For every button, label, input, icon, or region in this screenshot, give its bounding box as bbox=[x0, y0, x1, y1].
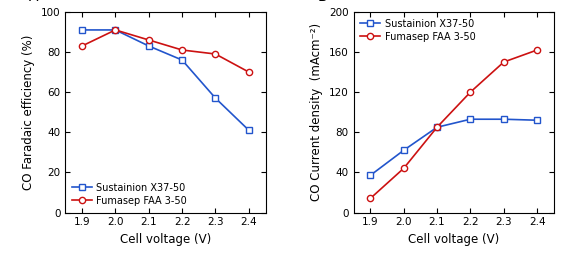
Sustainion X37-50 bbox=[467, 118, 474, 121]
Fumasep FAA 3-50 bbox=[467, 91, 474, 94]
Fumasep FAA 3-50 bbox=[179, 48, 186, 51]
Legend: Sustainion X37-50, Fumasep FAA 3-50: Sustainion X37-50, Fumasep FAA 3-50 bbox=[358, 17, 478, 44]
X-axis label: Cell voltage (V): Cell voltage (V) bbox=[120, 233, 211, 246]
Fumasep FAA 3-50 bbox=[212, 53, 219, 56]
Line: Sustainion X37-50: Sustainion X37-50 bbox=[79, 27, 252, 133]
Sustainion X37-50 bbox=[400, 149, 407, 152]
Fumasep FAA 3-50 bbox=[78, 44, 85, 48]
Legend: Sustainion X37-50, Fumasep FAA 3-50: Sustainion X37-50, Fumasep FAA 3-50 bbox=[70, 181, 189, 208]
Sustainion X37-50 bbox=[212, 97, 219, 100]
X-axis label: Cell voltage (V): Cell voltage (V) bbox=[408, 233, 499, 246]
Sustainion X37-50 bbox=[112, 28, 119, 31]
Y-axis label: CO Faradaic efficiency (%): CO Faradaic efficiency (%) bbox=[22, 35, 35, 190]
Fumasep FAA 3-50 bbox=[400, 167, 407, 170]
Line: Fumasep FAA 3-50: Fumasep FAA 3-50 bbox=[79, 27, 252, 75]
Text: A: A bbox=[30, 0, 39, 4]
Fumasep FAA 3-50 bbox=[112, 28, 119, 31]
Fumasep FAA 3-50 bbox=[433, 126, 440, 129]
Sustainion X37-50 bbox=[433, 126, 440, 129]
Sustainion X37-50 bbox=[78, 28, 85, 31]
Sustainion X37-50 bbox=[245, 129, 252, 132]
Sustainion X37-50 bbox=[179, 58, 186, 62]
Fumasep FAA 3-50 bbox=[534, 48, 541, 51]
Fumasep FAA 3-50 bbox=[245, 70, 252, 74]
Fumasep FAA 3-50 bbox=[145, 38, 152, 41]
Sustainion X37-50 bbox=[367, 174, 374, 177]
Line: Fumasep FAA 3-50: Fumasep FAA 3-50 bbox=[367, 47, 540, 202]
Sustainion X37-50 bbox=[145, 44, 152, 48]
Sustainion X37-50 bbox=[534, 119, 541, 122]
Text: B: B bbox=[318, 0, 327, 4]
Sustainion X37-50 bbox=[500, 118, 507, 121]
Fumasep FAA 3-50 bbox=[500, 60, 507, 64]
Fumasep FAA 3-50 bbox=[367, 197, 374, 200]
Line: Sustainion X37-50: Sustainion X37-50 bbox=[367, 116, 540, 178]
Y-axis label: CO Current density  (mAcm⁻²): CO Current density (mAcm⁻²) bbox=[311, 23, 323, 201]
